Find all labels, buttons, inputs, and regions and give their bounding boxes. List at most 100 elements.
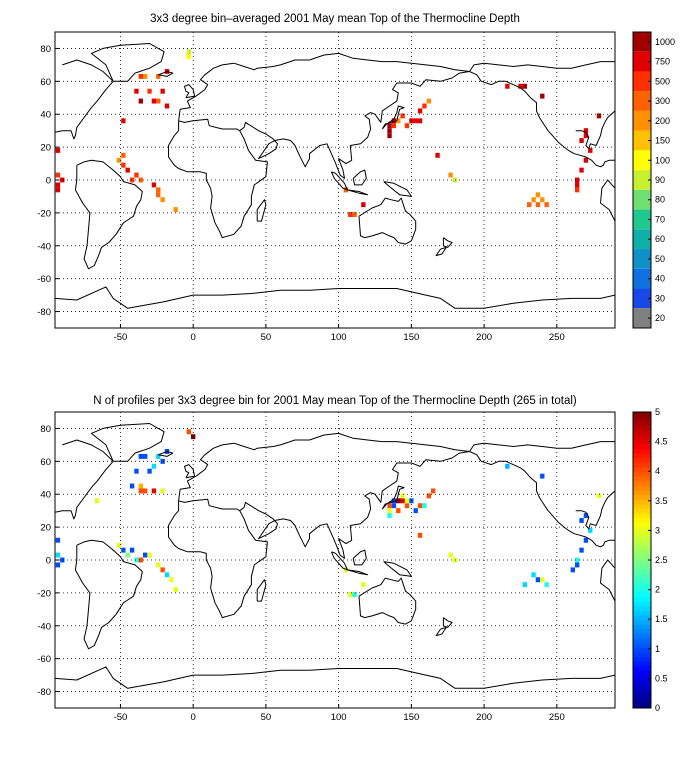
coastline xyxy=(469,71,615,168)
colorbar-gradient-step xyxy=(633,555,651,561)
data-cell xyxy=(422,503,427,509)
data-cell xyxy=(387,128,392,134)
map-panel-2: N of profiles per 3x3 degree bin for 200… xyxy=(37,395,667,723)
colorbar-gradient-step xyxy=(633,458,651,464)
colorbar-swatch xyxy=(633,51,651,72)
data-cell xyxy=(404,498,410,504)
data-cell xyxy=(151,463,157,469)
colorbar-gradient-step xyxy=(633,527,651,533)
data-cell xyxy=(55,562,61,568)
colorbar-gradient-step xyxy=(633,624,651,630)
coastline xyxy=(442,237,453,248)
colorbar-gradient-step xyxy=(633,476,651,482)
colorbar-swatch xyxy=(633,91,651,111)
data-cell xyxy=(522,83,527,89)
colorbar-gradient-step xyxy=(633,671,651,677)
data-cell xyxy=(544,582,549,588)
colorbar-label: 4.5 xyxy=(655,437,668,447)
data-cell xyxy=(522,582,527,588)
data-cell xyxy=(95,498,100,504)
data-cell xyxy=(575,187,580,193)
data-cell xyxy=(404,123,410,129)
data-cell xyxy=(138,557,143,563)
data-cell xyxy=(448,172,453,178)
colorbar-gradient-step xyxy=(633,412,651,418)
data-cell xyxy=(531,572,536,578)
data-cell xyxy=(160,197,165,203)
coastline xyxy=(352,549,367,566)
colorbar-label: 3.5 xyxy=(655,496,668,506)
colorbar-label: 300 xyxy=(655,96,670,106)
coastline xyxy=(469,61,615,72)
y-tick-label: 20 xyxy=(40,143,51,154)
y-tick-label: -20 xyxy=(37,588,51,599)
data-cell xyxy=(570,567,575,573)
colorbar-label: 70 xyxy=(655,214,665,224)
data-cell xyxy=(138,488,143,494)
colorbar-gradient-step xyxy=(633,486,651,492)
colorbar-gradient-step xyxy=(633,509,651,515)
data-cell xyxy=(169,577,174,583)
y-tick-label: -20 xyxy=(37,208,51,219)
x-tick-label: 250 xyxy=(549,332,565,343)
data-cell xyxy=(518,83,523,89)
colorbar: 5 4.5 4 3.5 3 2.5 2 1.5 1 0.5 0 xyxy=(632,407,668,713)
data-cell xyxy=(134,468,139,474)
colorbar-gradient-step xyxy=(633,638,651,644)
coastline xyxy=(184,84,196,99)
coastline xyxy=(168,498,268,619)
colorbar-gradient-step xyxy=(633,416,651,422)
colorbar-swatch xyxy=(633,170,651,190)
data-cell xyxy=(417,108,423,114)
data-cell xyxy=(387,513,392,519)
colorbar-label: 80 xyxy=(655,195,665,205)
colorbar-label: 2 xyxy=(655,585,660,595)
data-cell xyxy=(387,508,392,514)
data-cell xyxy=(352,592,357,597)
data-cells xyxy=(55,429,602,597)
coastline xyxy=(239,451,470,559)
coastline xyxy=(347,569,369,576)
coastline xyxy=(381,105,405,130)
colorbar-frame xyxy=(632,411,652,709)
coastline xyxy=(381,485,405,510)
data-cell xyxy=(164,572,170,578)
data-cell xyxy=(173,207,178,213)
data-cell xyxy=(583,133,589,139)
data-cell xyxy=(160,458,165,464)
data-cell xyxy=(156,453,161,459)
data-cell xyxy=(531,197,536,203)
colorbar-label: 200 xyxy=(655,116,670,126)
colorbar-gradient-step xyxy=(633,481,651,487)
coastline xyxy=(74,159,143,270)
colorbar-swatch xyxy=(633,130,651,151)
y-tick-label: 60 xyxy=(40,457,51,468)
data-cell xyxy=(391,118,397,124)
y-tick-label: -80 xyxy=(37,307,51,318)
y-tick-label: -60 xyxy=(37,274,51,285)
data-cell xyxy=(413,508,418,514)
y-tick-label: 60 xyxy=(40,77,51,88)
colorbar-label: 4 xyxy=(655,466,660,476)
data-cell xyxy=(134,88,139,94)
y-tick-label: -40 xyxy=(37,241,51,252)
coastline xyxy=(256,579,267,602)
data-cell xyxy=(540,197,545,203)
colorbar-gradient-step xyxy=(633,634,651,640)
colorbar-swatch xyxy=(633,308,651,328)
data-cell xyxy=(426,493,431,499)
data-cell xyxy=(121,547,126,553)
data-cell xyxy=(173,587,178,593)
colorbar-gradient-step xyxy=(633,430,651,436)
coastline xyxy=(383,561,412,577)
data-cell xyxy=(125,552,130,558)
data-cell xyxy=(583,537,589,543)
colorbar-gradient-step xyxy=(633,675,651,681)
colorbar-label: 20 xyxy=(655,313,665,323)
data-cell xyxy=(596,113,602,119)
colorbar-gradient-step xyxy=(633,421,651,427)
x-tick-label: 150 xyxy=(403,712,419,723)
data-cell xyxy=(540,93,545,99)
y-tick-label: -80 xyxy=(37,687,51,698)
colorbar-label: 0.5 xyxy=(655,673,668,683)
